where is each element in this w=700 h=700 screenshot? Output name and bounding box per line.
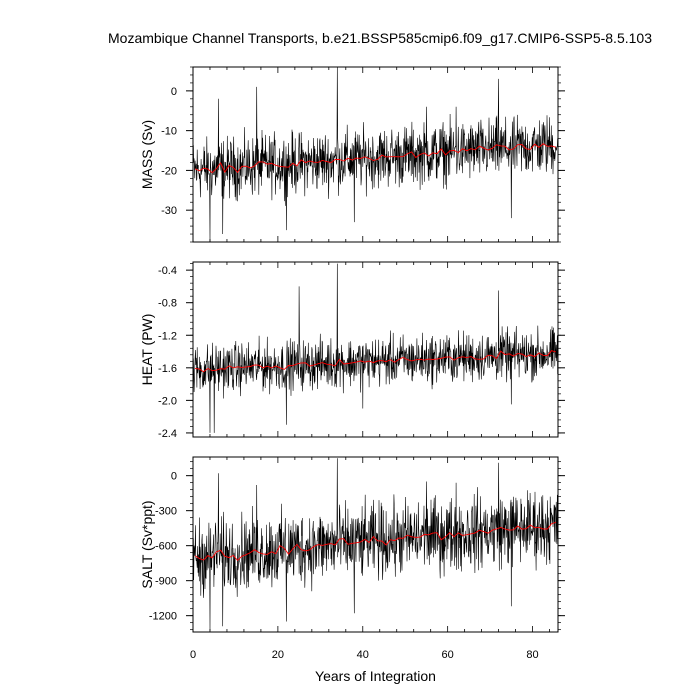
y-tick-label: -0.8 (158, 298, 177, 310)
plot-frame (192, 261, 559, 438)
y-tick-label: -300 (155, 506, 177, 518)
annual-mean-line (194, 521, 557, 562)
chart-title: Mozambique Channel Transports, b.e21.BSS… (108, 30, 652, 46)
panel-3: 0 -300 -600 -900 -1200 SALT (Sv*ppt) 0 20 40 60 80… (139, 456, 565, 684)
x-tick-label: 0 (190, 649, 196, 661)
y-tick-label: -900 (155, 576, 177, 588)
y-tick-label: -20 (161, 165, 177, 177)
monthly-line (193, 263, 558, 433)
plot-frame (192, 456, 559, 633)
y-tick-label: -2.4 (158, 428, 177, 440)
monthly-line (193, 67, 558, 242)
y-tick-label: -30 (161, 205, 177, 217)
y-tick-label: -1.2 (158, 330, 177, 342)
panel-2: -0.4 -0.8 -1.2 -1.6 -2.0 -2.4 HEAT (PW) (139, 261, 565, 440)
monthly-line (193, 458, 558, 631)
y-tick-label: -0.4 (158, 265, 177, 277)
y-tick-label: -1200 (149, 611, 177, 623)
panel-1: 0 -10 -20 -30 MASS (Sv) (139, 66, 565, 243)
y-axis-label: SALT (Sv*ppt) (139, 500, 155, 588)
y-tick-label: 0 (171, 86, 177, 98)
y-axis-label: MASS (Sv) (139, 120, 155, 189)
x-tick-label: 40 (357, 649, 369, 661)
y-tick-label: -600 (155, 541, 177, 553)
y-axis-label: HEAT (PW) (139, 314, 155, 386)
annual-mean-line (194, 143, 557, 174)
y-tick-label: -1.6 (158, 363, 177, 375)
x-tick-label: 60 (442, 649, 454, 661)
y-tick-label: -2.0 (158, 395, 177, 407)
x-tick-label: 20 (272, 649, 284, 661)
x-tick-label: 80 (526, 649, 538, 661)
x-axis-label: Years of Integration (315, 668, 436, 684)
annual-mean-line (195, 350, 557, 373)
y-tick-label: 0 (171, 471, 177, 483)
y-tick-label: -10 (161, 126, 177, 138)
